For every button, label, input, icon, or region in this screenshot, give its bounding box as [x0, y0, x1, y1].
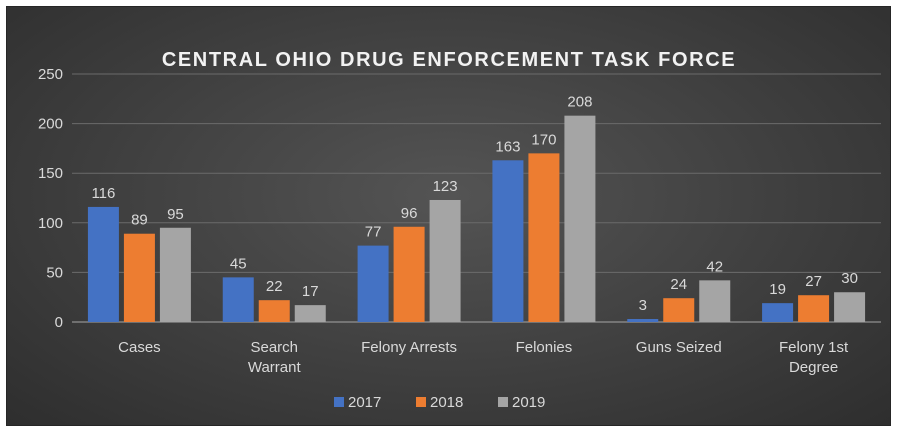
- y-tick-label: 100: [38, 215, 63, 232]
- legend-swatch: [416, 397, 426, 407]
- y-tick-label: 150: [38, 165, 63, 182]
- legend-swatch: [334, 397, 344, 407]
- data-label: 27: [805, 273, 822, 290]
- bar-2017: [492, 160, 524, 322]
- y-tick-label: 200: [38, 116, 63, 133]
- bar-2019: [699, 280, 731, 322]
- x-category-label: Warrant: [248, 359, 302, 376]
- legend-label: 2019: [512, 394, 545, 411]
- bar-2018: [798, 295, 830, 322]
- data-label: 89: [131, 212, 148, 229]
- data-label: 19: [769, 281, 786, 298]
- bar-2017: [627, 319, 659, 322]
- chart-title: CENTRAL OHIO DRUG ENFORCEMENT TASK FORCE: [162, 49, 736, 71]
- bar-2018: [393, 226, 425, 322]
- bar-2017: [762, 303, 794, 322]
- bar-chart: CENTRAL OHIO DRUG ENFORCEMENT TASK FORCE…: [38, 49, 881, 411]
- x-category-label: Search: [250, 339, 298, 356]
- x-category-label: Felony 1st: [779, 339, 849, 356]
- legend-label: 2017: [348, 394, 381, 411]
- data-label: 163: [495, 138, 520, 155]
- x-category-label: Felony Arrests: [361, 339, 457, 356]
- bar-2019: [564, 115, 596, 322]
- x-category-label: Cases: [118, 339, 161, 356]
- bar-2018: [663, 298, 695, 322]
- data-label: 96: [401, 205, 418, 222]
- bar-2017: [87, 206, 119, 322]
- y-tick-label: 250: [38, 66, 63, 83]
- data-label: 170: [531, 131, 556, 148]
- legend-swatch: [498, 397, 508, 407]
- y-tick-label: 50: [46, 264, 63, 281]
- data-label: 116: [91, 185, 115, 202]
- data-label: 22: [266, 278, 283, 295]
- data-label: 30: [841, 270, 858, 287]
- x-category-label: Guns Seized: [636, 339, 722, 356]
- bar-2019: [294, 305, 326, 322]
- x-category-label: Degree: [789, 359, 838, 376]
- data-label: 17: [302, 283, 319, 300]
- bar-2019: [834, 292, 866, 322]
- data-label: 45: [230, 255, 247, 272]
- bar-2017: [222, 277, 254, 322]
- chart-frame: CENTRAL OHIO DRUG ENFORCEMENT TASK FORCE…: [6, 6, 891, 426]
- bar-2017: [357, 245, 389, 322]
- bar-2018: [258, 300, 290, 322]
- data-label: 95: [167, 206, 184, 223]
- data-label: 77: [365, 224, 382, 241]
- bar-2018: [123, 233, 155, 322]
- legend-label: 2018: [430, 394, 463, 411]
- data-label: 123: [433, 178, 458, 195]
- data-label: 3: [639, 297, 647, 314]
- bar-2019: [159, 227, 191, 322]
- y-tick-label: 0: [55, 314, 63, 331]
- bar-2018: [528, 153, 560, 322]
- x-category-label: Felonies: [516, 339, 573, 356]
- data-label: 42: [706, 258, 723, 275]
- data-label: 208: [567, 94, 592, 111]
- data-label: 24: [670, 276, 687, 293]
- bar-2019: [429, 199, 461, 322]
